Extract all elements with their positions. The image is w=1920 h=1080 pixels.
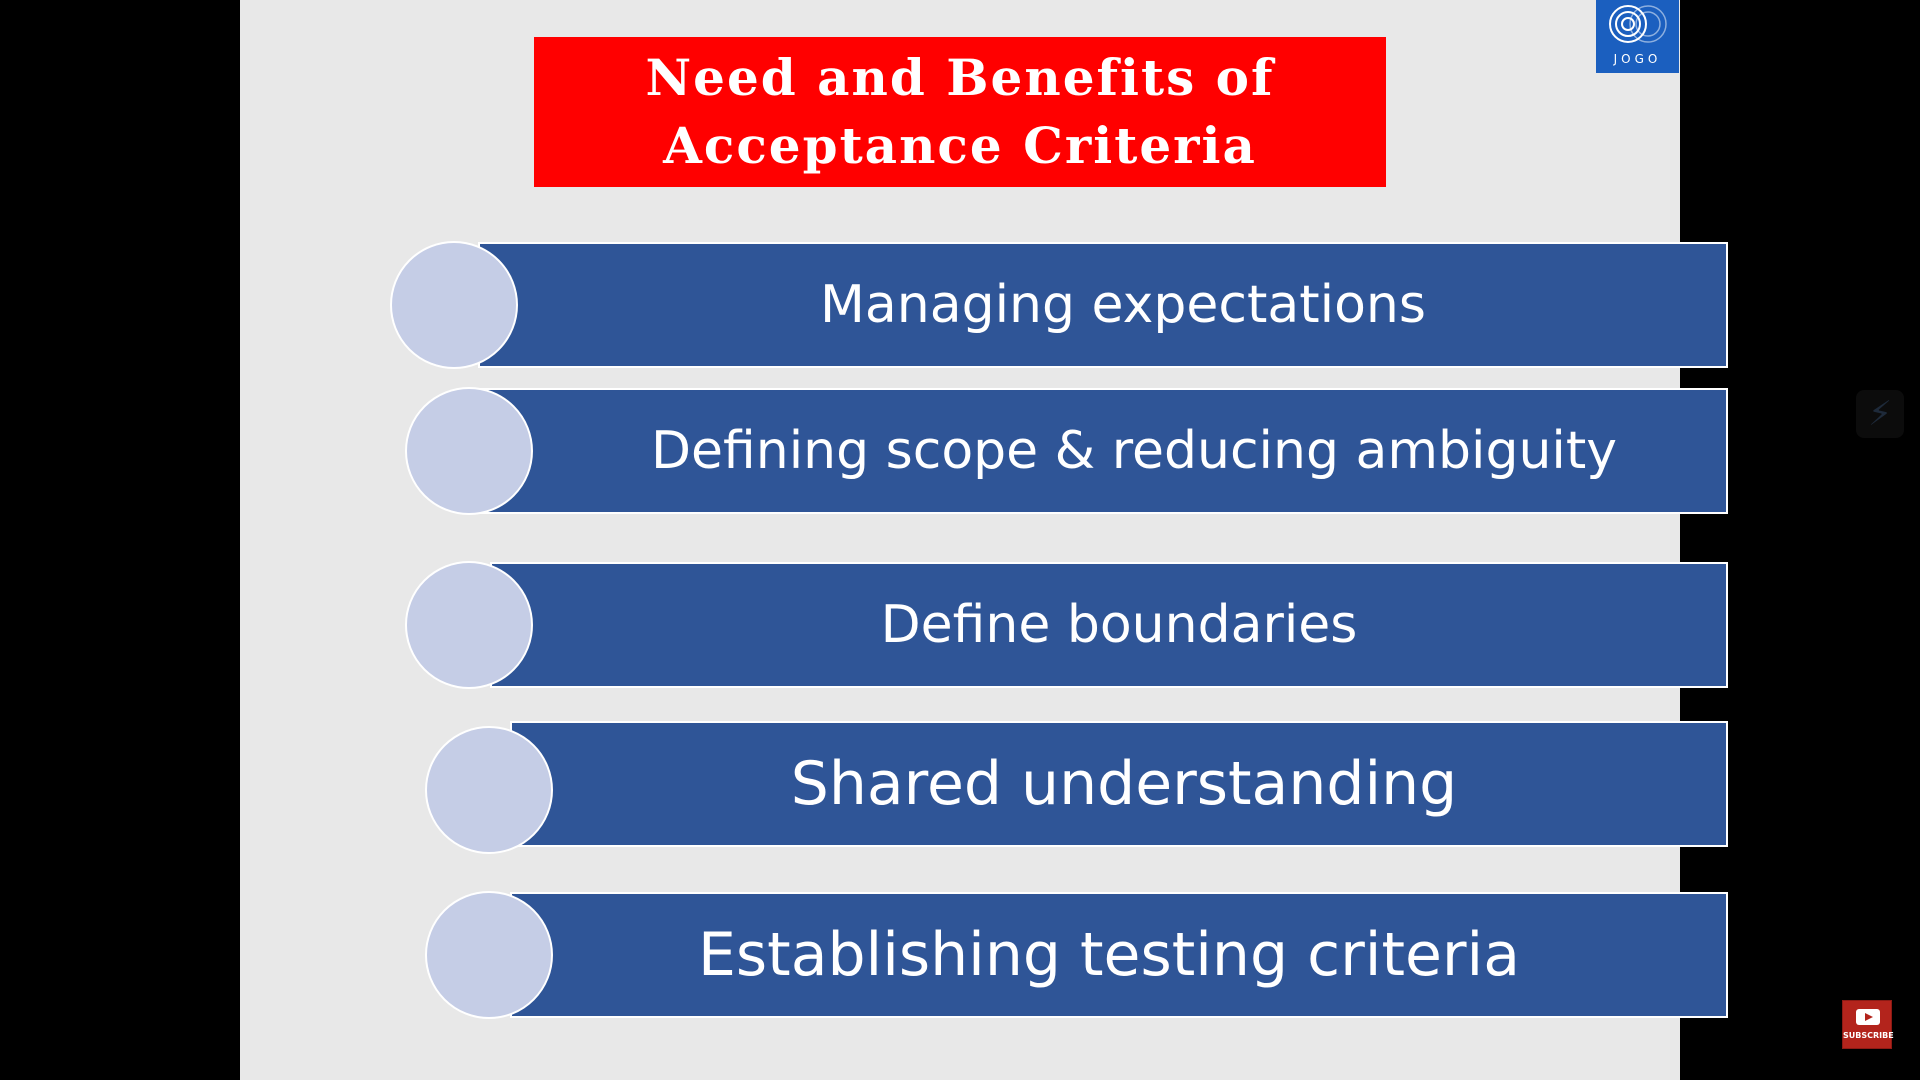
item-bullet-circle xyxy=(405,387,533,515)
youtube-play-icon xyxy=(1856,1009,1880,1025)
side-control-button[interactable]: ⚡ xyxy=(1856,390,1904,438)
logo-text: JOGO xyxy=(1613,52,1662,66)
item-label: Establishing testing criteria xyxy=(698,920,1520,990)
slide: Need and Benefits of Acceptance Criteria… xyxy=(240,0,1728,1080)
concentric-circles-icon xyxy=(1609,5,1667,43)
item-bullet-circle xyxy=(425,891,553,1019)
item-label: Define boundaries xyxy=(880,595,1358,655)
slide-title: Need and Benefits of Acceptance Criteria xyxy=(645,48,1275,175)
item-bullet-circle xyxy=(390,241,518,369)
item-bar: Managing expectations xyxy=(478,242,1728,368)
item-bullet-circle xyxy=(405,561,533,689)
lightning-icon: ⚡ xyxy=(1868,394,1892,434)
item-label: Managing expectations xyxy=(820,275,1426,335)
item-bar: Define boundaries xyxy=(490,562,1728,688)
item-bar: Defining scope & reducing ambiguity xyxy=(480,388,1728,514)
jogo-logo: JOGO xyxy=(1596,0,1679,73)
subscribe-label: SUBSCRIBE xyxy=(1843,1031,1894,1040)
item-bar: Establishing testing criteria xyxy=(510,892,1728,1018)
item-label: Defining scope & reducing ambiguity xyxy=(650,421,1618,481)
item-bar: Shared understanding xyxy=(510,721,1728,847)
slide-title-box: Need and Benefits of Acceptance Criteria xyxy=(534,37,1386,187)
item-bullet-circle xyxy=(425,726,553,854)
subscribe-button[interactable]: SUBSCRIBE xyxy=(1842,1000,1894,1049)
item-label: Shared understanding xyxy=(790,749,1458,819)
